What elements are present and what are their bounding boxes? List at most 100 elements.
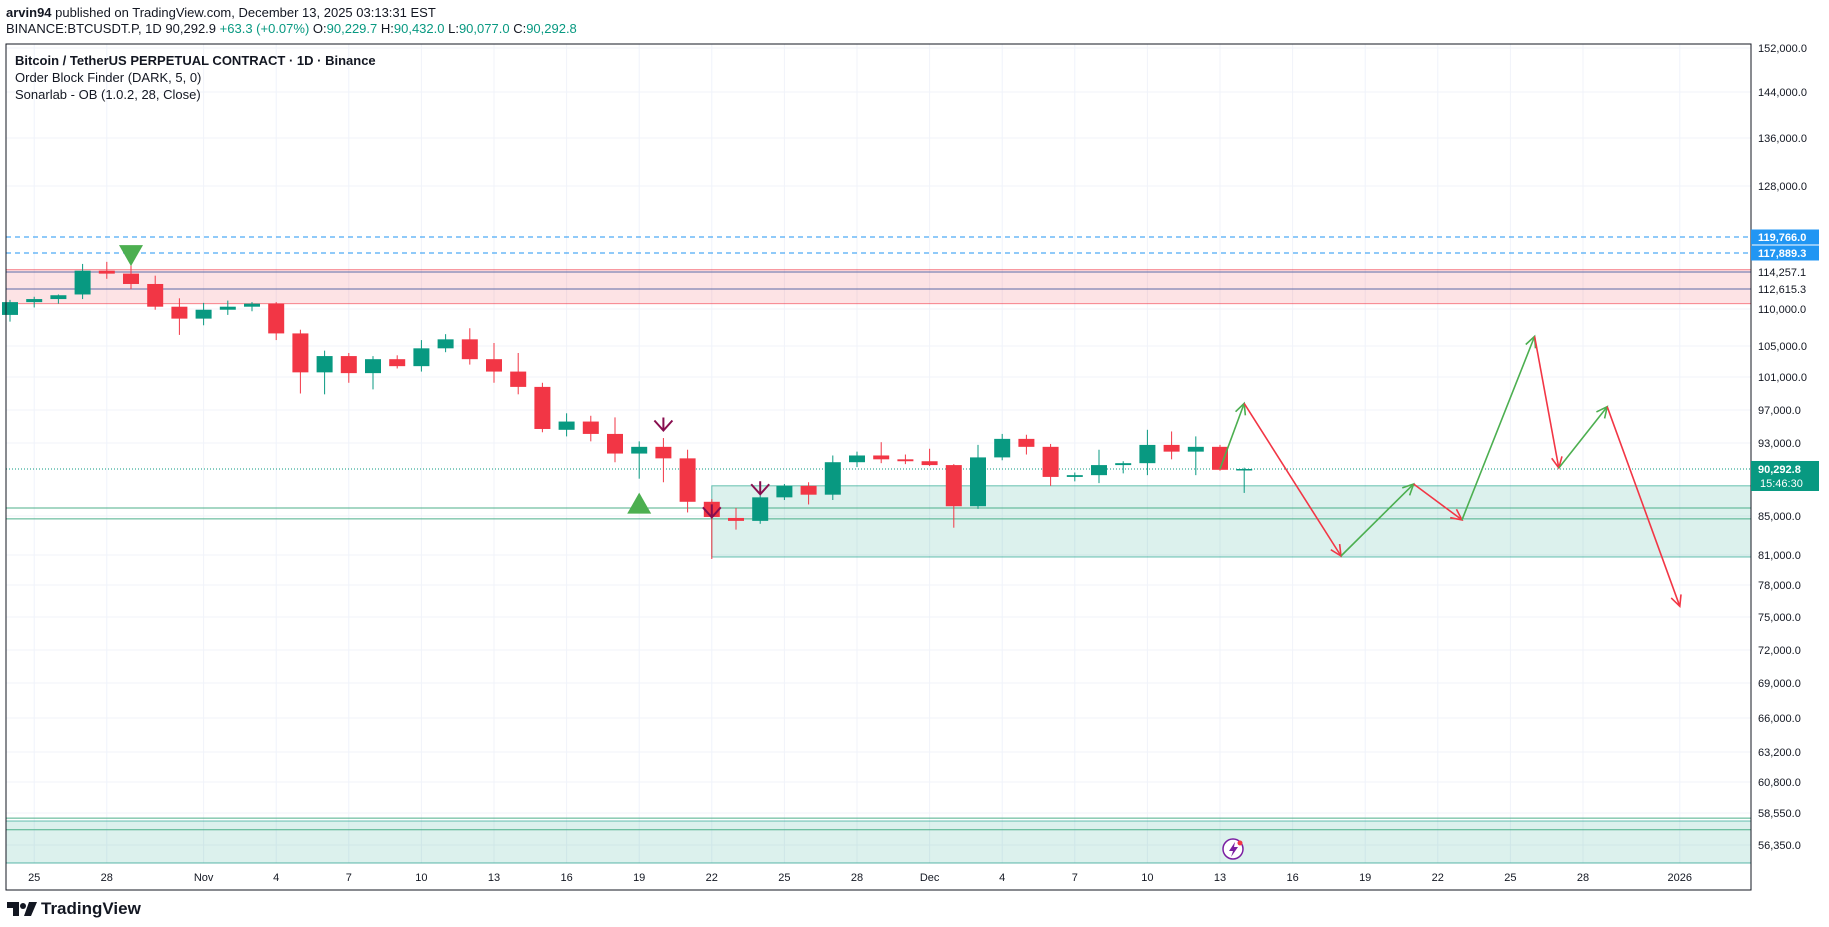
level-114257-label: 114,257.1 — [1758, 267, 1806, 279]
candle-bullish — [2, 302, 18, 315]
forecast-segment — [1461, 336, 1536, 521]
time-axis-label: 16 — [1286, 872, 1298, 884]
signal-markers — [119, 245, 770, 519]
price-axis-label: 78,000.0 — [1758, 580, 1801, 592]
close-label: C: — [513, 21, 527, 36]
candle-bearish — [873, 455, 890, 460]
candle-bearish — [461, 339, 478, 360]
level-112615-label: 112,615.3 — [1758, 284, 1806, 296]
candle-bearish — [921, 461, 938, 466]
price-axis-label: 144,000.0 — [1758, 87, 1807, 99]
time-axis-label: 19 — [633, 872, 645, 884]
legend-title[interactable]: Bitcoin / TetherUS PERPETUAL CONTRACT · … — [15, 53, 376, 68]
lightning-icon[interactable] — [1222, 838, 1244, 860]
current-price-tag — [1751, 460, 1819, 491]
tv-logo-icon — [7, 902, 37, 916]
price-axis-label: 75,000.0 — [1758, 612, 1801, 624]
candle-bearish — [534, 386, 551, 429]
price-axis-label: 152,000.0 — [1758, 43, 1807, 55]
candle-bearish — [171, 306, 188, 319]
candle-bearish — [1042, 446, 1059, 477]
forecast-segment — [1413, 483, 1463, 521]
forecast-path — [1219, 334, 1682, 609]
candle-bullish — [970, 457, 986, 507]
author-name[interactable]: arvin94 — [6, 5, 52, 20]
legend-indicator-order-block-finder[interactable]: Order Block Finder (DARK, 5, 0) — [15, 70, 202, 85]
price-axis-label: 110,000.0 — [1758, 304, 1806, 316]
close-value: 90,292.8 — [526, 21, 577, 36]
supply-order-block — [5, 269, 1752, 305]
time-axis-label: 22 — [706, 872, 718, 884]
price-axis-label: 105,000.0 — [1758, 341, 1807, 353]
time-axis: 25 28 Nov 4 7 10 13 16 19 22 25 28 Dec 4 7 10 13 16 19 22 25… — [28, 872, 1692, 884]
candle-bullish — [1236, 468, 1253, 471]
candle-bearish — [292, 333, 309, 373]
candle-bullish — [776, 485, 793, 498]
candle-bullish — [994, 438, 1011, 458]
current-price-label: 90,292.8 — [1758, 464, 1801, 476]
candle-bullish — [244, 303, 260, 307]
price-axis-label: 66,000.0 — [1758, 713, 1801, 725]
price-axis: 152,000.0 144,000.0 136,000.0 128,000.0 110,… — [1751, 43, 1819, 852]
price-axis-label: 128,000.0 — [1758, 181, 1807, 193]
chart-grid — [6, 44, 1751, 864]
candle-bullish — [824, 462, 841, 495]
candle-bearish — [486, 359, 502, 372]
candle-bearish — [582, 421, 599, 434]
price-change: +63.3 (+0.07%) — [219, 21, 310, 36]
candle-bullish — [1115, 463, 1132, 466]
lower-demand-zone — [5, 820, 1752, 864]
candle-bearish — [1212, 446, 1228, 470]
legend-indicator-sonarlab-ob[interactable]: Sonarlab - OB (1.0.2, 28, Close) — [15, 87, 201, 102]
price-axis-label: 93,000.0 — [1758, 438, 1801, 450]
high-value: 90,432.0 — [393, 21, 445, 36]
forecast-segment — [1243, 402, 1342, 557]
time-axis-label: 25 — [778, 872, 790, 884]
price-axis-label: 101,000.0 — [1758, 372, 1807, 384]
candle-bearish — [510, 371, 527, 387]
time-axis-label: 16 — [560, 872, 572, 884]
time-axis-label: 10 — [1141, 872, 1153, 884]
price-axis-label: 60,800.0 — [1758, 777, 1801, 789]
publish-text: published on TradingView.com, December 1… — [51, 5, 436, 20]
time-axis-label: 13 — [488, 872, 500, 884]
price-axis-label: 69,000.0 — [1758, 678, 1801, 690]
time-axis-label: Dec — [920, 872, 940, 884]
brand-name: TradingView — [41, 899, 141, 918]
price-countdown: 15:46:30 — [1760, 478, 1803, 490]
high-label: H: — [380, 21, 394, 36]
buy-signal-triangle — [627, 492, 652, 514]
time-axis-label: 10 — [415, 872, 427, 884]
last-price: 90,292.9 — [165, 21, 217, 36]
candle-bullish — [316, 356, 333, 373]
time-axis-label: 25 — [1504, 872, 1516, 884]
time-axis-label: 22 — [1432, 872, 1444, 884]
chart-legend: Bitcoin / TetherUS PERPETUAL CONTRACT · … — [15, 52, 376, 103]
tradingview-logo[interactable]: TradingView — [7, 899, 141, 919]
time-axis-label: 7 — [1072, 872, 1078, 884]
price-axis-label: 136,000.0 — [1758, 133, 1807, 145]
candle-bearish — [98, 270, 115, 274]
low-label: L: — [448, 21, 459, 36]
time-axis-label: 4 — [273, 872, 279, 884]
time-axis-label: 7 — [346, 872, 352, 884]
forecast-segment — [1606, 406, 1681, 607]
candle-bullish — [752, 497, 769, 521]
candle-bullish — [365, 359, 381, 374]
candle-bearish — [1163, 444, 1180, 452]
candle-bullish — [50, 295, 67, 300]
time-axis-label: 13 — [1214, 872, 1226, 884]
price-axis-label: 58,550.0 — [1758, 808, 1801, 820]
level-119766-label: 119,766.0 — [1758, 232, 1806, 244]
price-axis-label: 85,000.0 — [1758, 511, 1801, 523]
time-axis-label: 28 — [101, 872, 113, 884]
candle-bearish — [147, 283, 164, 307]
forecast-segment — [1558, 406, 1608, 469]
candle-bullish — [413, 348, 430, 367]
publish-info: arvin94 published on TradingView.com, De… — [6, 5, 436, 20]
forecast-segment — [1340, 483, 1415, 557]
price-axis-label: 63,200.0 — [1758, 747, 1801, 759]
candle-bearish — [728, 517, 744, 521]
candle-bearish — [800, 485, 817, 495]
